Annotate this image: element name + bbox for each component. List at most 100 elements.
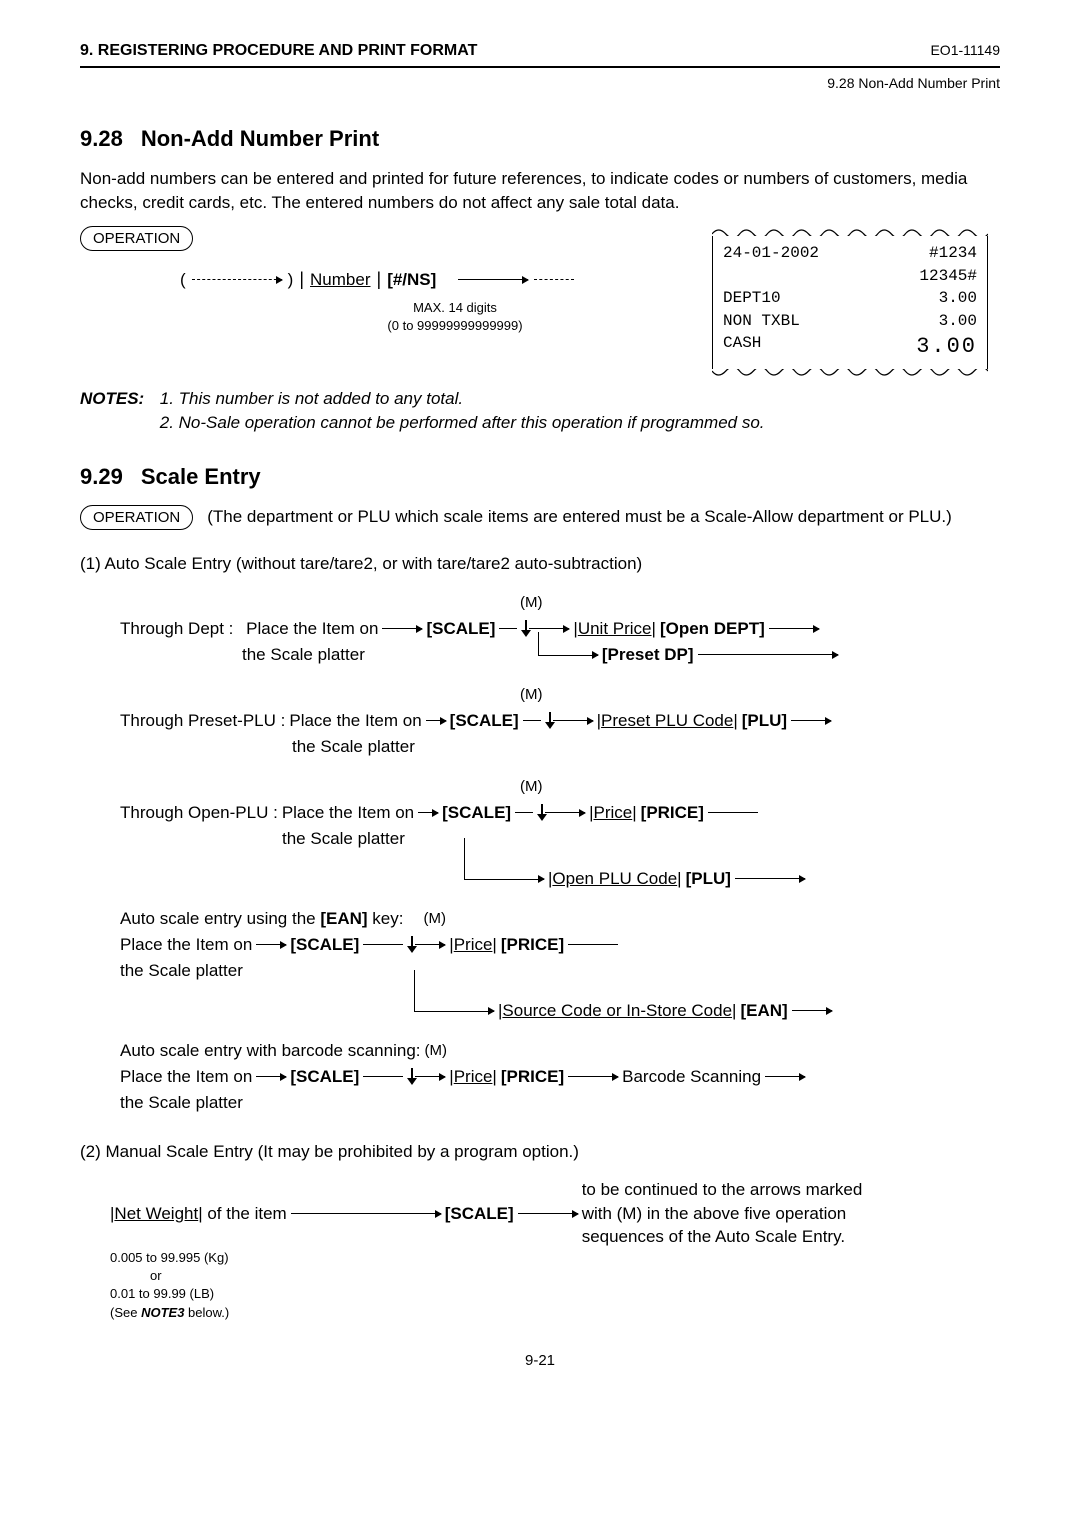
hash-ns-key: [#/NS] (387, 268, 436, 292)
part1-title: (1) Auto Scale Entry (without tare/tare2… (80, 552, 1000, 576)
arrow (698, 654, 838, 655)
arrow (518, 1213, 578, 1214)
vbar1: | (299, 267, 304, 292)
header-right: EO1-11149 (930, 41, 1000, 61)
net-weight: Net Weight (114, 1204, 198, 1223)
secnum-929: 9.29 (80, 464, 123, 489)
intro-928: Non-add numbers can be entered and print… (80, 167, 1000, 215)
arrow (545, 812, 585, 813)
arrow (382, 628, 422, 629)
section-928: 9.28 Non-Add Number Print Non-add numbers… (80, 124, 1000, 434)
arrow (415, 944, 445, 945)
line (499, 628, 517, 629)
flow-open-plu: (M) Through Open-PLU : Place the Item on… (120, 774, 1000, 892)
scale-key-1: [SCALE] (426, 617, 495, 641)
note-1: 1. This number is not added to any total… (160, 389, 463, 408)
source-code: Source Code or In-Store Code (502, 1001, 732, 1020)
arrow (256, 944, 286, 945)
receipt-sample: 24-01-2002#1234 12345# DEPT103.00 NON TX… (700, 218, 1000, 386)
page-header: 9. REGISTERING PROCEDURE AND PRINT FORMA… (80, 40, 1000, 62)
line (363, 944, 403, 945)
arrow (792, 1010, 832, 1011)
price-3: Price (454, 1067, 493, 1086)
line (515, 812, 533, 813)
place-2: Place the Item on (289, 709, 421, 733)
scale-key-2: [SCALE] (450, 709, 519, 733)
sequence-928: ( ) | Number | [#/NS] (180, 267, 670, 292)
place-4: Place the Item on (120, 933, 252, 957)
op-text-929: (The department or PLU which scale items… (207, 505, 1000, 529)
plu-key-2: [PLU] (686, 867, 731, 891)
open-dept-key: [Open DEPT] (660, 617, 765, 641)
preset-plu-code: Preset PLU Code (601, 711, 733, 730)
barcode-title: Auto scale entry with barcode scanning: (120, 1039, 421, 1063)
arrow (791, 720, 831, 721)
flow-manual: |Net Weight| of the item [SCALE] to be c… (110, 1178, 1000, 1322)
m-anno-4: (M) (423, 908, 446, 929)
line (363, 1076, 403, 1077)
secnum-928: 9.28 (80, 126, 123, 151)
price-2: Price (454, 935, 493, 954)
range-digits: (0 to 99999999999999) (240, 317, 670, 335)
r-cash-amt: 3.00 (916, 332, 977, 363)
or-text: or (110, 1267, 1000, 1285)
max-digits: MAX. 14 digits (240, 299, 670, 317)
page-number: 9-21 (80, 1350, 1000, 1371)
open-plu-label: Through Open-PLU : (120, 801, 278, 825)
title-929: Scale Entry (141, 464, 261, 489)
dash-arrow (192, 279, 282, 280)
place-5: Place the Item on (120, 1065, 252, 1089)
price-key-3: [PRICE] (501, 1065, 564, 1089)
notes-928: NOTES: 1. This number is not added to an… (80, 387, 1000, 435)
operation-badge-929: OPERATION (80, 505, 193, 530)
scale-key-3: [SCALE] (442, 801, 511, 825)
trail-dash (534, 279, 574, 280)
plu-key-1: [PLU] (742, 709, 787, 733)
platter-5: the Scale platter (120, 1091, 243, 1115)
scale-key-4: [SCALE] (290, 933, 359, 957)
arrow (769, 628, 819, 629)
paren-close: ) (288, 268, 294, 292)
m-anno-3: (M) (520, 776, 543, 797)
r-cash: CASH (723, 332, 761, 363)
flow-ean: Auto scale entry using the [EAN] key: (M… (120, 906, 1000, 1024)
flow-preset-plu: (M) Through Preset-PLU : Place the Item … (120, 682, 1000, 760)
arrow (553, 720, 593, 721)
r-nontxbl-amt: 3.00 (939, 310, 977, 332)
of-item: of the item (203, 1204, 287, 1223)
arrow (418, 812, 438, 813)
section-928-heading: 9.28 Non-Add Number Print (80, 124, 1000, 155)
flow-dept: (M) Through Dept : Place the Item on [SC… (120, 590, 1000, 668)
arrow (568, 1076, 618, 1077)
arrow (529, 628, 569, 629)
header-rule (80, 66, 1000, 68)
line (708, 812, 758, 813)
see-note3: (See NOTE3 below.) (110, 1304, 1000, 1322)
receipt-bottom-edge (712, 369, 988, 379)
title-928: Non-Add Number Print (141, 126, 379, 151)
arrow (765, 1076, 805, 1077)
barcode-scan: Barcode Scanning (622, 1065, 761, 1089)
scale-key-6: [SCALE] (445, 1202, 514, 1226)
r-dept: DEPT10 (723, 287, 781, 309)
number-input: Number (310, 268, 370, 292)
dept-label: Through Dept : (120, 617, 233, 641)
arrow (735, 878, 805, 879)
vbar2: | (377, 267, 382, 292)
continue-text: to be continued to the arrows marked wit… (582, 1180, 863, 1247)
price-key-2: [PRICE] (501, 933, 564, 957)
arrow (415, 1076, 445, 1077)
arrow (256, 1076, 286, 1077)
platter-2: the Scale platter (292, 735, 415, 759)
solid-arrow (458, 279, 528, 280)
price-1: Price (594, 803, 633, 822)
receipt-top-edge (712, 226, 988, 236)
r-date: 24-01-2002 (723, 242, 819, 264)
r-dept-amt: 3.00 (939, 287, 977, 309)
m-anno-1: (M) (520, 592, 543, 613)
section-929-heading: 9.29 Scale Entry (80, 462, 1000, 493)
platter-4: the Scale platter (120, 959, 243, 983)
r-nontxbl: NON TXBL (723, 310, 800, 332)
platter-3: the Scale platter (282, 827, 405, 851)
arrow (426, 720, 446, 721)
